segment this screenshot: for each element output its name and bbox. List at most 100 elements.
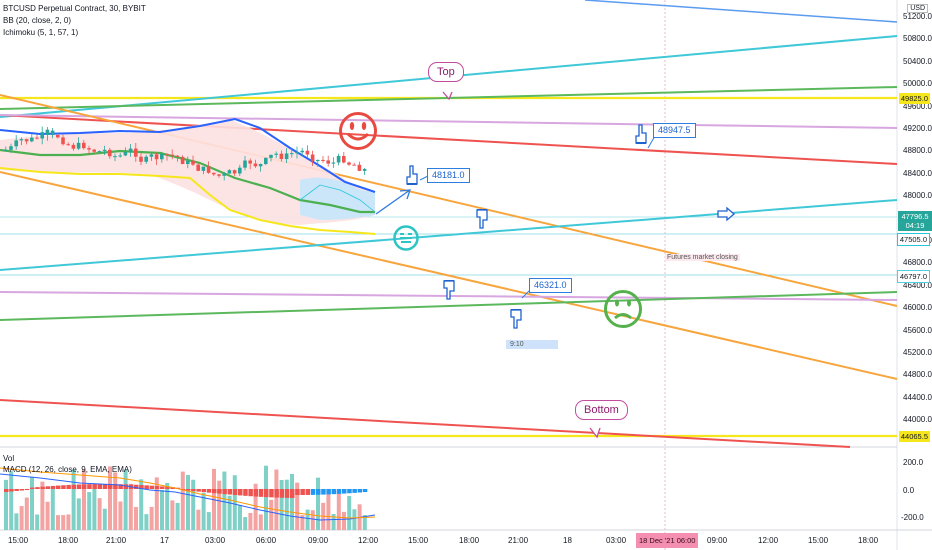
macd-bar <box>232 489 238 496</box>
time-axis[interactable]: 15:00 18:00 21:00 17 03:00 06:00 09:00 12:00 15:… <box>0 531 897 550</box>
volume-bar <box>97 498 102 530</box>
neutral-face-icon[interactable] <box>392 224 420 257</box>
smiling-face-icon[interactable] <box>338 110 378 157</box>
macd-bar <box>24 489 30 491</box>
candle-body <box>76 142 81 149</box>
bb-indicator-label[interactable]: BB (20, close, 2, 0) <box>3 16 72 25</box>
time-tick: 18 <box>563 536 572 545</box>
macd-label[interactable]: MACD (12, 26, close, 9, EMA, EMA) <box>3 465 132 474</box>
macd-bar <box>66 484 71 489</box>
candle-body <box>30 137 34 142</box>
volume-bar <box>238 504 242 530</box>
volume-bar <box>170 500 175 530</box>
price-axis[interactable]: USD 51200.0 50800.0 50400.0 50000.0 49600.0 4… <box>898 0 932 447</box>
macd-bar <box>279 489 285 498</box>
time-note[interactable]: 9:10 <box>506 340 558 349</box>
candle-body <box>61 137 65 145</box>
macd-bar <box>123 484 129 489</box>
price-tick: 50800.0 <box>903 34 932 44</box>
pointing-down-hand-icon[interactable] <box>474 207 490 234</box>
macd-bar <box>76 484 82 489</box>
volume-bar <box>144 514 149 530</box>
bubble-bottom[interactable]: Bottom <box>575 400 628 420</box>
volume-bar <box>191 479 196 530</box>
macd-bar <box>160 486 165 489</box>
candle-body <box>87 148 91 150</box>
candle-body <box>248 160 252 164</box>
ichimoku-indicator-label[interactable]: Ichimoku (5, 1, 57, 1) <box>3 28 79 37</box>
candle-body <box>134 148 138 157</box>
macd-bar <box>222 489 227 495</box>
futures-note[interactable]: Futures market closing <box>665 254 740 261</box>
candle-body <box>186 160 190 165</box>
volume-bar <box>149 506 154 530</box>
candle-body <box>264 157 268 165</box>
macd-bar <box>149 485 155 489</box>
price-callout-3[interactable]: 46321.0 <box>529 278 572 293</box>
time-tick: 15:00 <box>8 536 29 545</box>
symbol-title[interactable]: BTCUSD Perpetual Contract, 30, BYBIT <box>3 4 146 13</box>
price-tick: 44800.0 <box>903 370 932 380</box>
candle-body <box>149 154 154 157</box>
volume-bar <box>300 515 305 530</box>
volume-bar <box>217 480 222 530</box>
candle-body <box>154 154 159 160</box>
volume-bar <box>4 479 8 530</box>
price-callout-2[interactable]: 48947.5 <box>653 123 696 138</box>
candle-body <box>102 149 107 152</box>
candle-body <box>128 148 133 152</box>
volume-bar <box>342 511 346 530</box>
price-tick: 46800.0 <box>903 258 932 268</box>
volume-bar <box>279 480 284 530</box>
macd-bar <box>170 487 175 489</box>
price-tick: 51200.0 <box>903 12 932 21</box>
candle-body <box>222 173 226 176</box>
sad-face-icon[interactable] <box>603 287 643 336</box>
volume-bar <box>347 495 352 530</box>
macd-bar <box>206 489 212 493</box>
macd-bar <box>274 489 279 498</box>
candle-body <box>284 153 289 160</box>
volume-bar <box>243 517 248 530</box>
pointing-right-hand-icon[interactable] <box>717 206 735 229</box>
candle-body <box>4 149 8 151</box>
macd-bar <box>217 489 222 494</box>
volume-bar <box>362 515 367 530</box>
volume-label[interactable]: Vol <box>3 454 15 463</box>
pointing-up-hand-icon[interactable] <box>404 165 420 192</box>
volume-bar <box>269 499 274 530</box>
time-tick: 03:00 <box>205 536 226 545</box>
volume-bar <box>206 512 211 530</box>
candle-body <box>326 160 330 164</box>
pointing-down-hand-icon[interactable] <box>508 307 524 334</box>
volume-bar <box>9 471 14 530</box>
macd-bar <box>92 484 97 489</box>
pointing-down-hand-icon[interactable] <box>441 278 457 305</box>
macd-bar <box>134 484 139 489</box>
macd-bar <box>290 489 295 498</box>
candle-body <box>316 159 320 162</box>
volume-bar <box>274 469 279 530</box>
volume-bar <box>154 477 159 530</box>
price-candles <box>4 126 367 181</box>
macd-bar <box>248 489 253 497</box>
candle-body <box>300 150 304 153</box>
price-tick: 46000.0 <box>903 303 932 313</box>
price-callout-1[interactable]: 48181.0 <box>427 168 470 183</box>
macd-bar <box>71 484 77 489</box>
bubble-top[interactable]: Top <box>428 62 464 82</box>
macd-bar <box>102 484 108 489</box>
candle-body <box>347 162 351 165</box>
time-tick: 03:00 <box>606 536 627 545</box>
volume-bar <box>264 465 268 530</box>
macd-line <box>0 473 376 521</box>
pointing-up-hand-icon[interactable] <box>633 124 649 151</box>
candle-body <box>258 164 263 167</box>
macd-bar <box>253 489 259 497</box>
candle-body <box>212 172 216 175</box>
volume-bar <box>227 495 232 530</box>
volume-histogram <box>4 465 367 530</box>
volume-bar <box>336 490 341 530</box>
macd-bar <box>342 489 347 494</box>
